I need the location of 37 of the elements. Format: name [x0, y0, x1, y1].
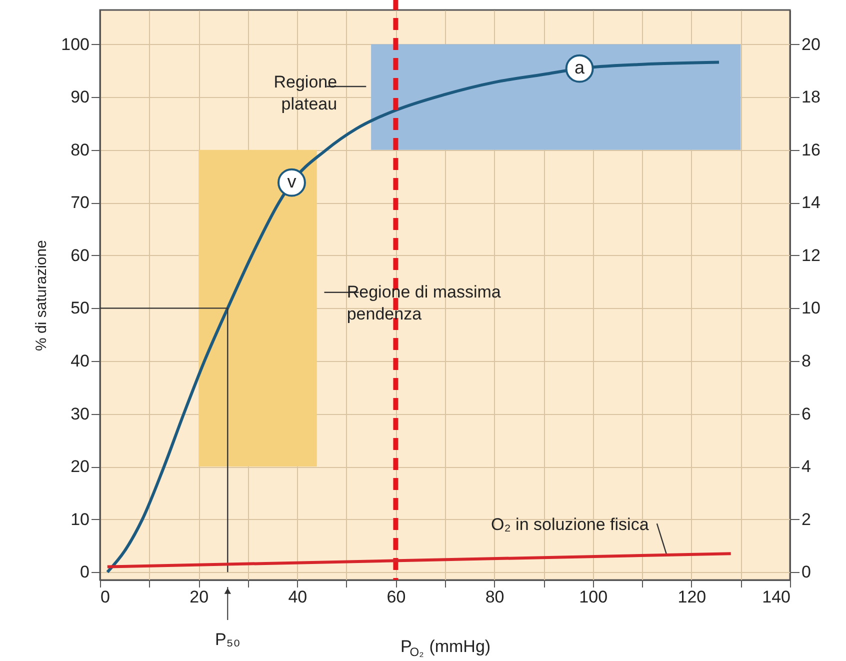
y2-tick-label: 20	[802, 34, 820, 54]
annotation: Regione plateau	[274, 72, 338, 114]
y-tick-label: 60	[70, 246, 90, 265]
text: P₅₀	[215, 630, 240, 649]
x-tick-label: 40	[288, 588, 308, 606]
x-tick-label: 100	[579, 588, 608, 606]
x-tick-label: 60	[386, 588, 406, 606]
y2-tick-label: 4	[802, 457, 811, 476]
y2-tick-label: 10	[802, 298, 820, 318]
y-tick-label: 90	[70, 88, 90, 107]
y2-tick-label: 0	[802, 562, 811, 582]
y-tick-label: 20	[70, 457, 90, 476]
x-tick-label: 80	[485, 588, 504, 606]
y-tick-label: 30	[70, 404, 90, 424]
x-tick-label: 0	[100, 588, 110, 606]
annotation: a	[574, 58, 586, 78]
y2-tick-label: 6	[802, 404, 811, 424]
y2-tick-label: 2	[802, 510, 811, 529]
y-tick-label: 50	[70, 298, 90, 318]
annotation: O₂ in soluzione fisica	[491, 515, 650, 534]
y-tick-label: 80	[70, 140, 90, 160]
y2-tick-label: 16	[802, 140, 820, 160]
y-axis-title: % di saturazione	[33, 240, 50, 351]
annotation: v	[287, 172, 296, 192]
y-tick-label: 40	[70, 351, 90, 370]
y-tick-label: 70	[70, 193, 90, 212]
y2-tick-label: 18	[802, 88, 820, 107]
x-tick-label: 120	[678, 588, 706, 606]
y-tick-label: 0	[80, 562, 90, 582]
x-tick-label: 20	[190, 588, 209, 606]
x-tick-label: 140	[762, 588, 790, 606]
y2-tick-label: 12	[802, 246, 820, 265]
y-tick-label: 100	[61, 34, 90, 54]
y2-tick-label: 8	[802, 351, 811, 370]
annotation: Regione di massima pendenza	[346, 282, 502, 324]
y2-tick-label: 14	[802, 193, 820, 212]
y-tick-label: 10	[70, 510, 90, 529]
